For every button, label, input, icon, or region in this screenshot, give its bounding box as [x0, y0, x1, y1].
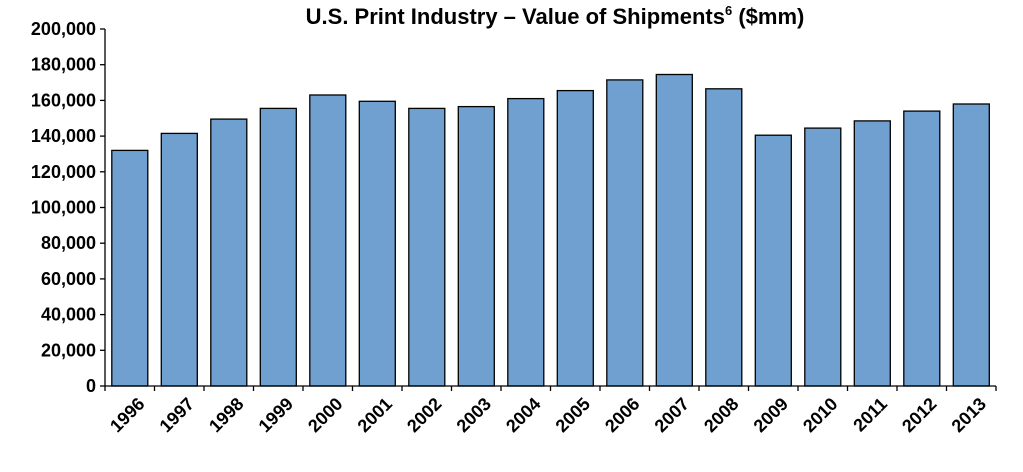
x-tick-label: 1996 [106, 394, 148, 436]
chart-title-superscript: 6 [724, 3, 733, 18]
x-tick-label: 2003 [453, 394, 495, 436]
bar-2007 [655, 73, 693, 387]
bar-2012 [903, 110, 941, 387]
x-tick-label: 2002 [403, 394, 445, 436]
y-tick-label: 120,000 [31, 162, 96, 182]
chart-title-text: U.S. Print Industry – Value of Shipments [305, 4, 725, 29]
bar-2000 [309, 94, 347, 387]
x-tick-label: 2013 [948, 394, 990, 436]
bar-2009 [754, 134, 792, 387]
bar-2001 [358, 100, 396, 387]
y-tick-label: 80,000 [41, 233, 96, 253]
x-tick-label: 2001 [354, 394, 396, 436]
x-tick-label: 2010 [799, 394, 841, 436]
x-tick-label: 1997 [156, 394, 198, 436]
bar-2002 [408, 107, 446, 387]
chart-title-suffix: ($mm) [738, 4, 805, 29]
bar-2003 [457, 105, 495, 387]
y-tick-label: 60,000 [41, 269, 96, 289]
bars-layer [111, 73, 990, 387]
x-tick-label: 1998 [205, 394, 247, 436]
y-tick-label: 100,000 [31, 198, 96, 218]
x-tick-label: 2011 [849, 394, 891, 436]
y-tick-label: 160,000 [31, 90, 96, 110]
x-tick-label: 2009 [750, 394, 792, 436]
y-tick-label: 180,000 [31, 55, 96, 75]
x-tick-label: 2006 [601, 394, 643, 436]
x-tick-label: 2004 [502, 394, 544, 436]
y-tick-label: 40,000 [41, 305, 96, 325]
y-tick-label: 200,000 [31, 19, 96, 39]
y-tick-label: 20,000 [41, 340, 96, 360]
bar-2005 [556, 89, 594, 387]
x-tick-label: 1999 [255, 394, 297, 436]
x-tick-label: 2000 [304, 394, 346, 436]
bar-2011 [853, 120, 891, 387]
bar-2008 [705, 88, 743, 387]
bar-2010 [804, 127, 842, 387]
bar-2006 [606, 79, 644, 387]
x-tick-label: 2012 [898, 394, 940, 436]
chart-title: U.S. Print Industry – Value of Shipments… [110, 4, 1000, 30]
bar-1996 [111, 149, 149, 387]
x-tick-label: 2005 [552, 394, 594, 436]
bar-1999 [259, 107, 297, 387]
bar-1998 [210, 118, 248, 387]
y-tick-label: 0 [86, 376, 96, 396]
axes-layer [100, 28, 997, 391]
bar-2013 [952, 103, 990, 387]
bar-2004 [507, 97, 545, 387]
y-tick-label: 140,000 [31, 126, 96, 146]
bar-1997 [160, 132, 198, 387]
x-tick-label: 2008 [700, 394, 742, 436]
x-tick-label: 2007 [651, 394, 693, 436]
